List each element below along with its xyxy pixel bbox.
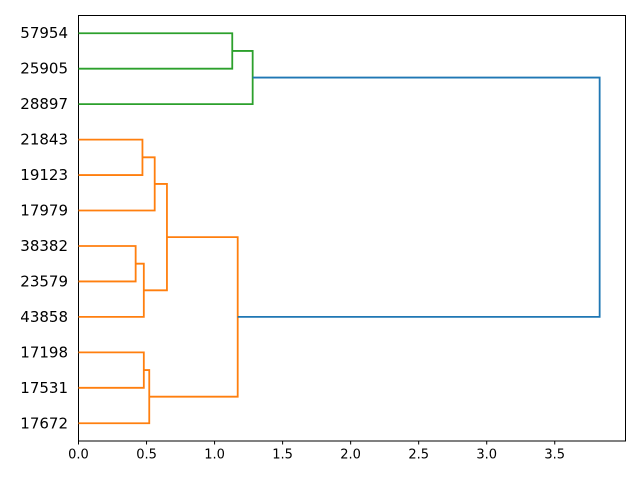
x-axis-tick-label: 1.0 [204,448,225,463]
leaf-label: 28897 [20,95,68,113]
x-axis-tick-label: 0.5 [136,448,157,463]
dendrogram-link [78,369,151,425]
leaf-label: 17531 [20,379,68,397]
leaf-label: 43858 [20,308,68,326]
x-axis-tick-label: 3.5 [544,448,565,463]
dendrogram-link [78,245,137,283]
dendrogram-link [149,236,239,398]
dendrogram-link [78,32,234,70]
dendrogram-link [143,183,168,292]
dendrogram-link [78,262,145,318]
dendrogram-link [78,50,254,106]
dendrogram-link [78,351,145,389]
x-axis-tick-label: 1.5 [272,448,293,463]
leaf-label: 25905 [20,60,68,78]
leaf-label: 19123 [20,166,68,184]
leaf-label: 38382 [20,237,68,255]
x-axis-tick-label: 0.0 [68,448,89,463]
leaf-label: 57954 [20,24,68,42]
x-axis-tick-label: 2.5 [408,448,429,463]
x-axis-tick-label: 3.0 [476,448,497,463]
leaf-label: 17198 [20,343,68,361]
dendrogram-link [78,138,144,176]
leaf-label: 21843 [20,131,68,149]
leaf-label: 17672 [20,414,68,432]
leaf-label: 23579 [20,272,68,290]
axes-frame [78,15,626,442]
dendrogram-link [237,76,601,318]
x-axis-tick-label: 2.0 [340,448,361,463]
leaf-label: 17979 [20,202,68,220]
